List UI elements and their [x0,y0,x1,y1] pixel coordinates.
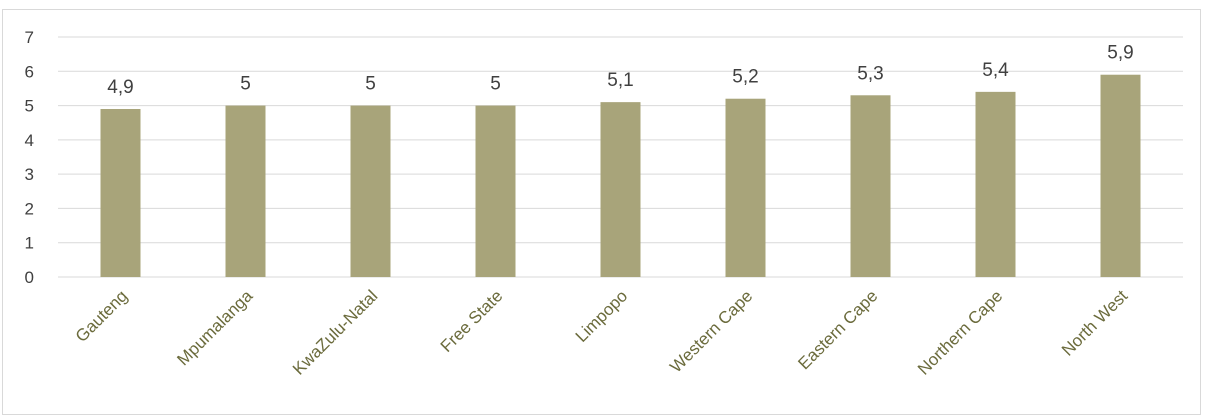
data-label: 5 [490,74,501,95]
category-label: Free State [437,286,507,356]
bar-kwazulu-natal [350,105,391,277]
y-axis-ticks: 0 1 2 3 4 5 6 7 [25,28,34,287]
category-label: Gauteng [72,286,132,346]
data-label: 5 [240,74,251,95]
bars [100,74,1141,278]
data-label: 5,2 [732,67,758,88]
data-label: 5,4 [982,60,1009,81]
bar-free-state [475,105,516,277]
data-label: 5,3 [857,63,883,84]
data-label: 4,9 [107,77,133,98]
category-label: Limpopo [572,286,632,346]
y-tick-label: 7 [25,28,34,47]
bar-northern-cape [975,91,1016,277]
y-tick-label: 2 [25,199,34,218]
category-label: Western Cape [666,286,756,376]
category-label: Mpumalanga [173,286,256,369]
data-label: 5,9 [1107,43,1133,64]
bar-western-cape [725,98,766,277]
bar-eastern-cape [850,95,891,278]
data-label: 5 [365,74,376,95]
y-tick-label: 1 [25,234,34,253]
y-tick-label: 3 [25,165,34,184]
category-label: KwaZulu-Natal [289,286,381,378]
bar-gauteng [100,109,141,277]
data-labels: 4,9 5 5 5 5,1 5,2 5,3 5,4 5,9 [107,43,1133,98]
category-labels: Gauteng Mpumalanga KwaZulu-Natal Free State… [72,286,1132,379]
data-label: 5,1 [607,70,633,91]
y-tick-label: 4 [25,131,34,150]
y-tick-label: 0 [25,268,34,287]
bar-mpumalanga [225,105,266,277]
category-label: Northern Cape [914,286,1006,378]
bar-north-west [1100,74,1141,277]
y-tick-label: 6 [25,62,34,81]
y-tick-label: 5 [25,97,34,116]
category-label: Eastern Cape [794,286,881,373]
category-label: North West [1058,286,1132,360]
bar-limpopo [600,102,641,278]
